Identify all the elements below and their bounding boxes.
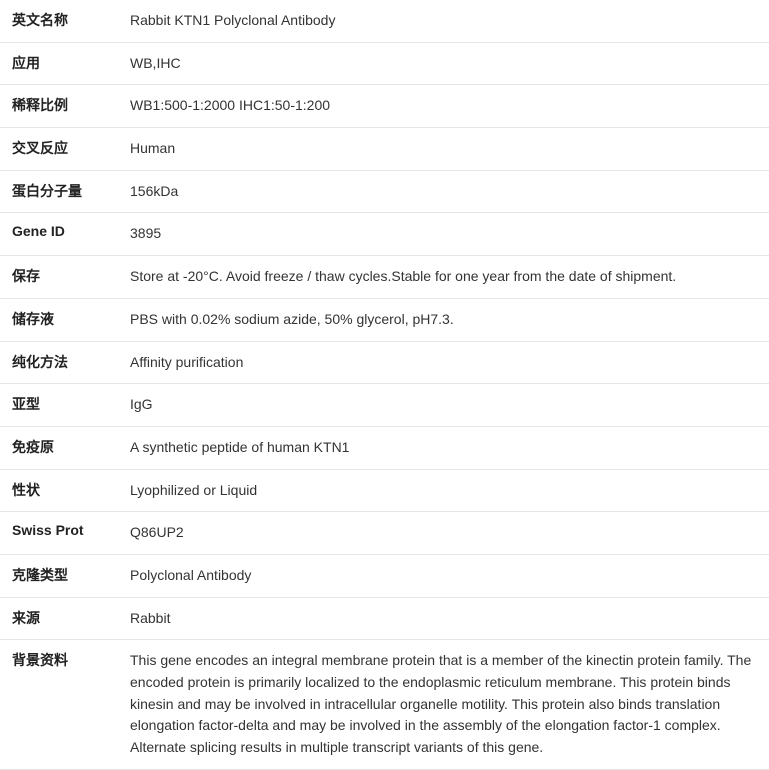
- spec-value: 156kDa: [130, 181, 757, 203]
- spec-label: Swiss Prot: [12, 522, 130, 544]
- spec-label: 应用: [12, 53, 130, 75]
- spec-value: WB1:500-1:2000 IHC1:50-1:200: [130, 95, 757, 117]
- spec-value: Affinity purification: [130, 352, 757, 374]
- spec-label: 免疫原: [12, 437, 130, 459]
- spec-row: 来源Rabbit: [0, 598, 769, 641]
- spec-row: 储存液PBS with 0.02% sodium azide, 50% glyc…: [0, 299, 769, 342]
- spec-label: 储存液: [12, 309, 130, 331]
- spec-row: 稀释比例WB1:500-1:2000 IHC1:50-1:200: [0, 85, 769, 128]
- spec-row: 性状Lyophilized or Liquid: [0, 470, 769, 513]
- spec-row: 背景资料This gene encodes an integral membra…: [0, 640, 769, 769]
- spec-label: 背景资料: [12, 650, 130, 758]
- spec-value: PBS with 0.02% sodium azide, 50% glycero…: [130, 309, 757, 331]
- spec-row: 克隆类型Polyclonal Antibody: [0, 555, 769, 598]
- spec-label: 交叉反应: [12, 138, 130, 160]
- spec-value: This gene encodes an integral membrane p…: [130, 650, 757, 758]
- spec-row: 免疫原A synthetic peptide of human KTN1: [0, 427, 769, 470]
- spec-label: 性状: [12, 480, 130, 502]
- spec-value: Store at -20°C. Avoid freeze / thaw cycl…: [130, 266, 757, 288]
- spec-value: Rabbit: [130, 608, 757, 630]
- spec-row: 亚型IgG: [0, 384, 769, 427]
- spec-label: 亚型: [12, 394, 130, 416]
- spec-value: 3895: [130, 223, 757, 245]
- spec-value: Lyophilized or Liquid: [130, 480, 757, 502]
- spec-row: Swiss ProtQ86UP2: [0, 512, 769, 555]
- spec-row: 保存Store at -20°C. Avoid freeze / thaw cy…: [0, 256, 769, 299]
- spec-row: 英文名称Rabbit KTN1 Polyclonal Antibody: [0, 0, 769, 43]
- spec-value: A synthetic peptide of human KTN1: [130, 437, 757, 459]
- spec-label: 稀释比例: [12, 95, 130, 117]
- spec-value: Human: [130, 138, 757, 160]
- spec-value: Q86UP2: [130, 522, 757, 544]
- spec-row: 蛋白分子量156kDa: [0, 171, 769, 214]
- spec-row: Gene ID3895: [0, 213, 769, 256]
- spec-label: 纯化方法: [12, 352, 130, 374]
- spec-label: 保存: [12, 266, 130, 288]
- spec-value: IgG: [130, 394, 757, 416]
- spec-label: 英文名称: [12, 10, 130, 32]
- spec-label: 克隆类型: [12, 565, 130, 587]
- spec-row: 纯化方法Affinity purification: [0, 342, 769, 385]
- spec-label: 来源: [12, 608, 130, 630]
- spec-value: WB,IHC: [130, 53, 757, 75]
- spec-row: 应用WB,IHC: [0, 43, 769, 86]
- spec-label: 蛋白分子量: [12, 181, 130, 203]
- spec-table: 英文名称Rabbit KTN1 Polyclonal Antibody应用WB,…: [0, 0, 769, 770]
- spec-value: Polyclonal Antibody: [130, 565, 757, 587]
- spec-row: 交叉反应Human: [0, 128, 769, 171]
- spec-value: Rabbit KTN1 Polyclonal Antibody: [130, 10, 757, 32]
- spec-label: Gene ID: [12, 223, 130, 245]
